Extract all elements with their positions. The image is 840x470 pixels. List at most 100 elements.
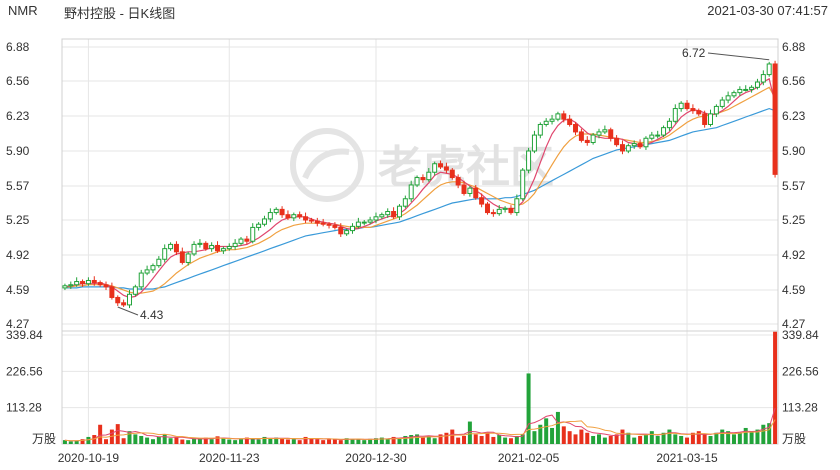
candle-body <box>520 169 526 200</box>
candlestick <box>473 184 479 200</box>
candle-body <box>655 134 661 137</box>
candle-body <box>344 230 350 235</box>
price-tick-label: 6.56 <box>6 74 30 88</box>
candle-body <box>256 223 262 228</box>
volume-unit-label: 万股 <box>782 432 806 446</box>
candle-body <box>62 285 68 289</box>
candlestick <box>608 127 614 142</box>
candlestick <box>109 282 115 300</box>
volume-tick-label: 113.28 <box>6 401 42 415</box>
volume-tick-label: 339.84 <box>6 328 43 342</box>
candlestick <box>502 206 508 213</box>
candlestick <box>614 135 620 147</box>
candlestick <box>713 104 719 118</box>
date-tick-label: 2020-11-23 <box>199 451 260 465</box>
volume-bar <box>591 435 596 444</box>
candlestick <box>649 131 655 141</box>
plot-border <box>61 38 779 445</box>
candlestick <box>484 201 490 215</box>
candle-body <box>408 184 414 200</box>
candle-body <box>772 63 778 175</box>
candlestick <box>138 269 144 291</box>
volume-bar <box>550 427 555 444</box>
candlestick <box>643 136 649 150</box>
candlestick <box>303 212 309 224</box>
candle-body <box>297 214 303 218</box>
candle-body <box>402 198 408 207</box>
candle-body <box>537 123 543 136</box>
grid-lines <box>62 39 778 444</box>
candlestick <box>737 86 743 96</box>
candle-body <box>97 282 103 286</box>
price-tick-label: 6.88 <box>782 40 806 54</box>
candlestick <box>361 219 367 226</box>
candlestick <box>220 246 226 254</box>
volume-bar <box>667 429 672 444</box>
candle-body <box>684 102 690 110</box>
candlestick <box>150 263 156 274</box>
volume-bars <box>62 331 778 444</box>
volume-bar <box>156 436 161 444</box>
candlestick <box>578 128 584 143</box>
volume-bar <box>80 439 85 444</box>
volume-bar <box>338 440 343 444</box>
candlestick <box>291 212 297 222</box>
volume-bar <box>309 438 314 444</box>
candle-body <box>414 177 420 186</box>
candlestick <box>344 228 350 236</box>
volume-bar <box>737 432 742 444</box>
candle-body <box>484 203 490 214</box>
volume-bar <box>456 437 461 444</box>
volume-bar <box>192 438 197 444</box>
candle-body <box>731 92 737 97</box>
candlestick <box>702 110 708 128</box>
candle-body <box>115 296 121 304</box>
candle-body <box>438 163 444 168</box>
candle-body <box>238 238 244 244</box>
candlestick <box>672 104 678 124</box>
volume-bar <box>256 439 261 444</box>
volume-unit-label: 万股 <box>32 432 56 446</box>
candlestick <box>285 210 291 220</box>
volume-tick-label: 226.56 <box>6 364 43 378</box>
candlestick <box>396 204 402 220</box>
candle-body <box>567 118 573 125</box>
volume-bar <box>514 435 519 444</box>
volume-bar <box>731 434 736 444</box>
volume-bar <box>356 439 361 444</box>
candlestick <box>332 222 338 230</box>
price-tick-label: 6.23 <box>6 109 30 123</box>
volume-bar <box>638 435 643 444</box>
volume-bar <box>567 431 572 444</box>
volume-bar <box>773 331 778 444</box>
volume-bar <box>127 431 132 444</box>
candle-body <box>602 129 608 133</box>
candlestick <box>708 109 714 127</box>
volume-bar <box>544 418 549 444</box>
candlestick <box>367 216 373 225</box>
candlestick <box>537 122 543 139</box>
date-tick-label: 2021-03-15 <box>656 451 718 465</box>
volume-bar <box>444 432 449 444</box>
volume-bar <box>467 421 472 444</box>
volume-bar <box>291 439 296 444</box>
volume-bar <box>373 438 378 444</box>
volume-bar <box>538 424 543 444</box>
price-tick-label: 4.92 <box>6 248 30 262</box>
volume-bar <box>462 435 467 444</box>
moving-average-line <box>64 107 776 290</box>
volume-bar <box>526 373 531 444</box>
candle-body <box>561 113 567 120</box>
candle-body <box>614 137 620 146</box>
candlestick <box>62 283 68 291</box>
candle-body <box>144 269 150 274</box>
price-tick-label: 6.56 <box>782 74 806 88</box>
candle-body <box>285 214 291 219</box>
candle-body <box>373 216 379 221</box>
candlestick <box>631 140 637 149</box>
candle-body <box>526 150 532 171</box>
volume-bar <box>491 436 496 444</box>
volume-bar <box>585 432 590 444</box>
volume-bar <box>362 440 367 444</box>
candle-body <box>132 286 138 295</box>
